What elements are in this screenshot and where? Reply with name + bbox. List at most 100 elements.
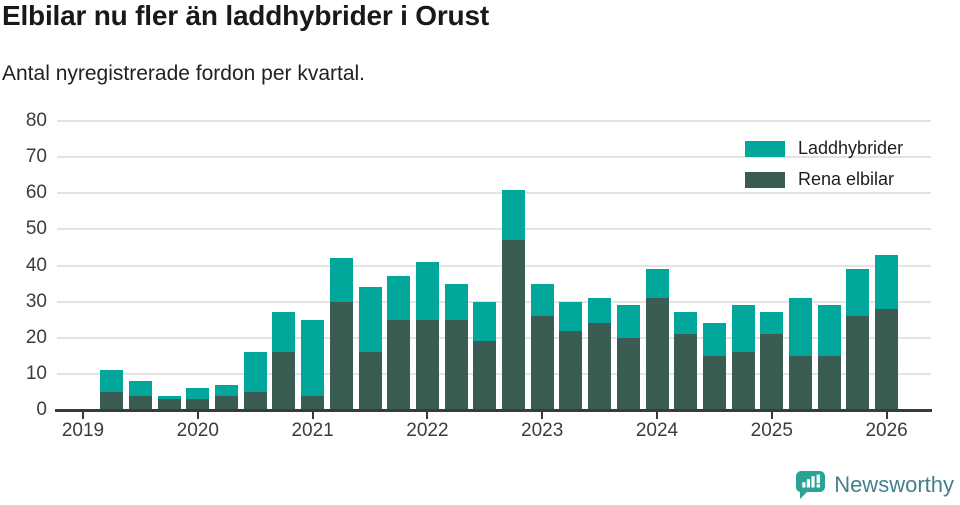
brand-footer: Newsworthy — [795, 470, 954, 499]
x-axis-tick-label: 2026 — [865, 420, 908, 441]
bar-rena-elbilar-2019-K2 — [100, 391, 124, 410]
bar-rena-elbilar-2022-K4 — [502, 240, 525, 410]
bar-rena-elbilar-2023-K4 — [616, 337, 640, 410]
y-axis-tick-label: 80 — [25, 110, 47, 131]
bar-laddhybrider-2020-K2 — [215, 384, 238, 396]
x-axis-tick — [426, 412, 429, 419]
bar-rena-elbilar-2021-K4 — [387, 319, 411, 410]
bar-laddhybrider-2024-K3 — [702, 323, 726, 356]
bar-rena-elbilar-2024-K3 — [702, 355, 726, 410]
bar-rena-elbilar-2024-K2 — [674, 334, 698, 410]
bar-rena-elbilar-2025-K2 — [789, 355, 812, 410]
bar-laddhybrider-2019-K2 — [100, 370, 124, 392]
bar-rena-elbilar-2023-K3 — [588, 323, 612, 410]
bar-laddhybrider-2023-K1 — [530, 283, 554, 317]
legend-label: Laddhybrider — [798, 138, 904, 158]
bar-laddhybrider-2022-K2 — [444, 283, 468, 320]
gridline-80 — [57, 120, 931, 122]
bar-laddhybrider-2024-K1 — [645, 269, 669, 298]
legend-swatch — [745, 171, 785, 188]
bar-laddhybrider-2025-K4 — [846, 269, 870, 317]
bar-laddhybrider-2023-K3 — [588, 298, 612, 324]
bar-laddhybrider-2026-K1 — [875, 254, 899, 309]
y-axis-tick-label: 30 — [25, 290, 47, 312]
x-axis-tick-label: 2019 — [61, 420, 105, 441]
bar-rena-elbilar-2019-K3 — [128, 395, 152, 410]
x-axis-tick — [82, 412, 84, 419]
x-axis-tick — [311, 412, 314, 419]
y-axis-tick-label: 40 — [25, 254, 47, 276]
bar-laddhybrider-2023-K2 — [559, 301, 583, 331]
bar-rena-elbilar-2026-K1 — [875, 308, 899, 410]
bar-rena-elbilar-2020-K1 — [186, 399, 210, 410]
bar-rena-elbilar-2019-K4 — [157, 399, 181, 410]
y-axis-tick-label: 0 — [36, 399, 47, 420]
legend-swatch — [745, 140, 785, 157]
x-axis-tick — [656, 412, 658, 419]
bar-rena-elbilar-2020-K2 — [215, 395, 238, 410]
bar-laddhybrider-2020-K3 — [243, 352, 267, 392]
bar-laddhybrider-2019-K3 — [128, 381, 152, 396]
bar-rena-elbilar-2023-K1 — [530, 316, 554, 410]
gridline-70 — [57, 156, 931, 159]
legend-item-1: Rena elbilar — [745, 169, 903, 190]
legend-item-0: Laddhybrider — [745, 138, 903, 159]
bar-rena-elbilar-2020-K3 — [243, 391, 267, 410]
bar-laddhybrider-2022-K1 — [415, 261, 439, 320]
newsworthy-logo-icon — [796, 471, 826, 499]
bar-laddhybrider-2022-K4 — [502, 189, 525, 241]
bar-rena-elbilar-2022-K1 — [415, 319, 439, 410]
bar-laddhybrider-2020-K4 — [272, 312, 296, 353]
bar-laddhybrider-2023-K4 — [616, 305, 640, 338]
bar-rena-elbilar-2025-K3 — [817, 355, 841, 410]
bar-rena-elbilar-2020-K4 — [272, 352, 296, 410]
y-axis-tick-label: 50 — [25, 218, 47, 240]
y-axis-tick-label: 10 — [25, 362, 47, 384]
bar-rena-elbilar-2021-K3 — [358, 352, 382, 410]
bar-rena-elbilar-2025-K1 — [760, 334, 784, 410]
x-axis-line — [55, 409, 932, 412]
bar-rena-elbilar-2023-K2 — [559, 330, 583, 410]
x-axis-tick — [770, 412, 773, 419]
x-axis-tick-label: 2022 — [406, 420, 449, 441]
bar-laddhybrider-2021-K3 — [358, 287, 382, 353]
bar-rena-elbilar-2025-K4 — [846, 316, 870, 410]
bar-rena-elbilar-2021-K1 — [301, 395, 325, 410]
x-axis-tick-label: 2021 — [291, 420, 334, 441]
bar-laddhybrider-2021-K4 — [387, 276, 411, 320]
gridline-50 — [57, 228, 931, 231]
gridline-40 — [57, 264, 931, 267]
bar-laddhybrider-2019-K4 — [157, 395, 181, 400]
bar-laddhybrider-2021-K1 — [301, 319, 325, 396]
chart-title: Elbilar nu fler än laddhybrider i Orust — [2, 0, 489, 31]
bar-laddhybrider-2021-K2 — [329, 258, 353, 302]
bar-rena-elbilar-2022-K2 — [444, 319, 468, 410]
bar-rena-elbilar-2021-K2 — [329, 301, 353, 410]
brand-name[interactable]: Newsworthy — [834, 471, 954, 497]
bar-laddhybrider-2020-K1 — [186, 388, 210, 400]
x-axis-tick — [196, 412, 199, 419]
bar-laddhybrider-2025-K2 — [789, 298, 812, 356]
gridline-60 — [57, 192, 931, 195]
bar-rena-elbilar-2024-K1 — [645, 298, 669, 410]
y-axis-tick-label: 60 — [25, 182, 47, 204]
legend-label: Rena elbilar — [798, 169, 895, 189]
bar-rena-elbilar-2024-K4 — [731, 352, 755, 410]
bar-laddhybrider-2022-K3 — [473, 301, 497, 342]
chart-subtitle: Antal nyregistrerade fordon per kvartal. — [2, 62, 366, 85]
y-axis-tick-label: 70 — [25, 146, 47, 168]
bar-laddhybrider-2024-K2 — [674, 312, 698, 335]
x-axis-tick-label: 2025 — [750, 420, 793, 441]
bar-laddhybrider-2024-K4 — [731, 305, 755, 353]
x-axis-tick-label: 2024 — [635, 420, 679, 441]
x-axis-tick-label: 2023 — [521, 420, 564, 441]
x-axis-tick-label: 2020 — [176, 420, 219, 441]
x-axis-tick — [541, 412, 544, 419]
bar-laddhybrider-2025-K1 — [760, 312, 784, 335]
x-axis-tick — [885, 412, 888, 419]
y-axis-tick-label: 20 — [25, 326, 47, 348]
bar-rena-elbilar-2022-K3 — [473, 341, 497, 410]
chart-legend: Laddhybrider Rena elbilar — [745, 138, 903, 200]
